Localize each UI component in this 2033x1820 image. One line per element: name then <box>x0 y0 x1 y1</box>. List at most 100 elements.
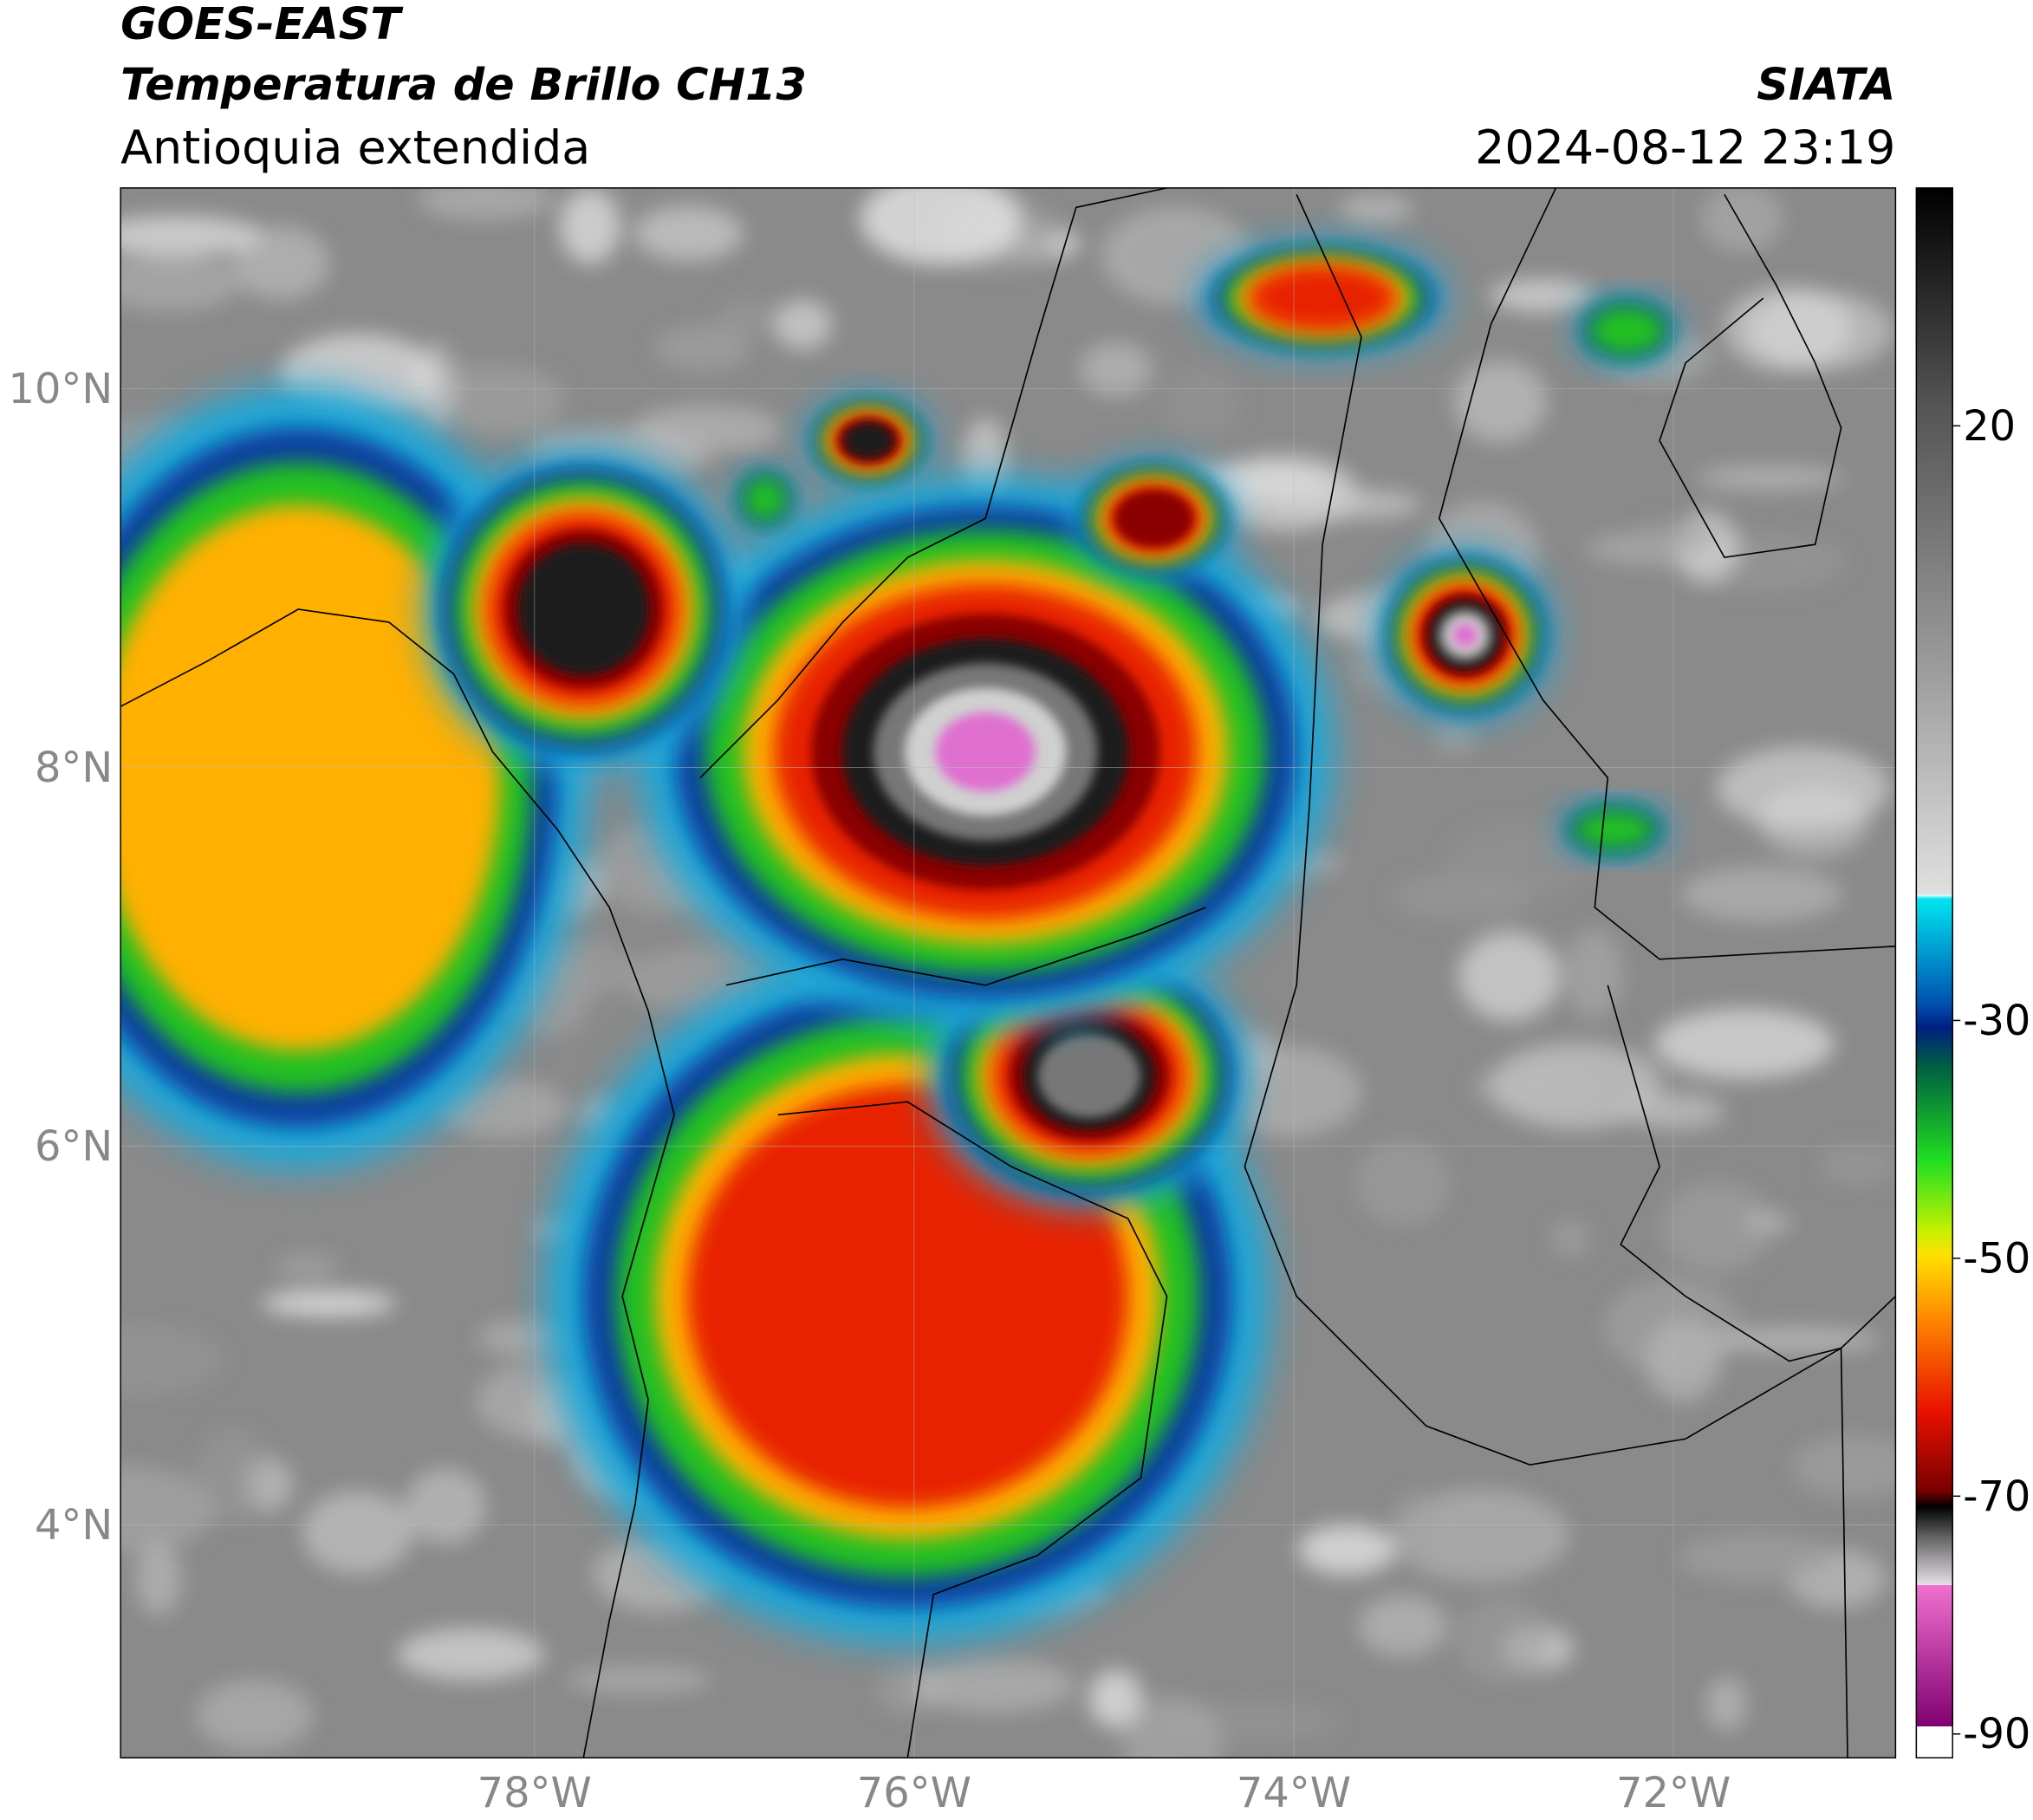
cloud <box>1627 520 1717 556</box>
coastline <box>699 187 1167 779</box>
cloud <box>1653 1008 1835 1079</box>
cloud <box>1700 187 1784 253</box>
cloud <box>120 255 242 312</box>
cloud <box>1490 1042 1662 1130</box>
department-border <box>1244 194 1896 1466</box>
cloud <box>565 1665 713 1694</box>
cloud <box>1708 1328 1880 1352</box>
country-border <box>1438 187 1896 960</box>
cloud <box>423 365 566 432</box>
cloud <box>1339 193 1413 224</box>
cloud <box>1088 1669 1143 1728</box>
x-tick-label: 76°W <box>857 1770 971 1817</box>
cloud <box>458 417 570 439</box>
timestamp: 2024-08-12 23:19 <box>1475 120 1895 174</box>
cloud <box>1489 278 1595 312</box>
cloud <box>1079 341 1153 397</box>
cloud <box>1393 1489 1570 1583</box>
cloud <box>1446 821 1586 901</box>
cloud <box>773 299 833 350</box>
cloud <box>405 1468 486 1544</box>
cloud <box>1392 1492 1436 1556</box>
cloud <box>1677 1532 1835 1583</box>
cloud <box>1354 1139 1451 1226</box>
cloud <box>1550 1219 1590 1258</box>
cloud <box>912 1658 1076 1713</box>
cloud-top <box>1587 304 1667 357</box>
cloud-top <box>1247 264 1398 332</box>
cloud <box>1458 932 1561 1022</box>
x-tick-label: 78°W <box>477 1770 592 1817</box>
cloud <box>274 1253 339 1280</box>
cloud <box>396 1628 545 1680</box>
department-border <box>1607 985 1848 1758</box>
cloud <box>1434 713 1476 756</box>
cloud <box>1163 367 1240 441</box>
cloud <box>1792 1434 1896 1498</box>
cloud <box>120 1466 217 1553</box>
colorbar-tick-label: -30 <box>1963 998 2030 1045</box>
cloud <box>1680 867 1843 922</box>
y-tick-label: 4°N <box>35 1502 113 1550</box>
cloud <box>1661 1181 1771 1273</box>
cloud <box>135 1543 182 1616</box>
cloud <box>120 215 263 256</box>
cloud <box>653 325 752 371</box>
cloud <box>1455 1597 1552 1682</box>
cloud <box>633 205 744 262</box>
y-tick-label: 8°N <box>35 744 113 792</box>
colorbar-tick-label: 20 <box>1963 403 2016 451</box>
y-tick-label: 6°N <box>35 1123 113 1171</box>
cloud <box>1743 1212 1793 1233</box>
cloud <box>632 405 782 453</box>
cloud <box>231 225 330 300</box>
department-border <box>725 907 1206 986</box>
cloud <box>120 1323 225 1396</box>
cloud <box>1122 1697 1223 1758</box>
cloud <box>559 188 620 264</box>
cloud <box>417 187 554 220</box>
cloud-top <box>1572 809 1657 851</box>
cloud-top <box>120 504 501 1051</box>
cloud-top <box>1114 489 1194 548</box>
cloud <box>860 187 1022 265</box>
y-tick-label: 10°N <box>9 366 114 413</box>
cloud <box>196 1428 270 1523</box>
source: SIATA <box>1757 59 1895 110</box>
colorbar-axis: 20 -30 -50 -70 -90 <box>1952 403 2030 1758</box>
colorbar <box>1915 187 1953 1758</box>
cloud-top <box>1452 623 1478 647</box>
cloud <box>415 341 457 425</box>
department-border <box>777 1101 1168 1758</box>
cloud <box>1820 1145 1895 1186</box>
title: GOES-EAST <box>120 0 404 49</box>
satellite-image <box>120 187 1896 1758</box>
borders <box>120 187 1896 1758</box>
cloud <box>1697 466 1844 490</box>
colorbar-tick-label: -70 <box>1963 1473 2030 1521</box>
cloud <box>717 300 776 333</box>
cloud <box>1215 1045 1362 1137</box>
country-border <box>1659 193 1842 559</box>
axes: 78°W 76°W 74°W 72°W 10°N 8°N 6°N 4°N <box>9 366 1731 1817</box>
cloud-top <box>741 475 789 523</box>
cloud-top <box>517 543 649 675</box>
colorbar-tick-label: -50 <box>1963 1235 2030 1283</box>
cloud-top <box>1037 1033 1141 1118</box>
cloud <box>261 1290 397 1316</box>
cloud <box>1297 1524 1396 1576</box>
cloud <box>1358 1595 1447 1657</box>
cloud <box>1758 786 1869 857</box>
cloud <box>1453 360 1548 443</box>
cloud-top <box>843 422 894 459</box>
cloud <box>1706 1677 1747 1731</box>
colorbar-tick-label: -90 <box>1963 1711 2030 1758</box>
cloud <box>1645 1318 1722 1402</box>
x-tick-label: 72°W <box>1616 1770 1731 1817</box>
x-tick-label: 74°W <box>1237 1770 1351 1817</box>
cloud <box>1565 928 1623 1019</box>
coastline <box>120 608 675 1758</box>
cloud <box>1748 291 1893 371</box>
